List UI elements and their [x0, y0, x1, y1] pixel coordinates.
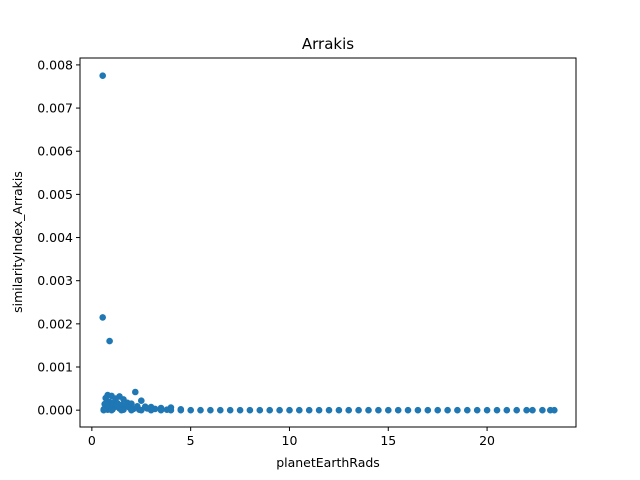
data-point	[187, 406, 194, 414]
x-tick-label: 10	[282, 433, 298, 448]
y-tick-label: 0.002	[37, 316, 73, 331]
x-tick-label: 15	[380, 433, 396, 448]
y-tick-label: 0.006	[37, 144, 73, 159]
data-point	[434, 406, 442, 414]
data-point	[99, 314, 106, 321]
x-tick-label: 5	[187, 433, 195, 448]
data-point	[444, 406, 451, 414]
data-point	[177, 406, 185, 414]
x-tick-label: 0	[88, 433, 96, 448]
data-point	[157, 406, 165, 414]
data-point	[385, 406, 392, 414]
data-point	[167, 406, 175, 414]
data-point	[207, 406, 214, 414]
y-axis-label: similarityIndex_Arrakis	[10, 171, 25, 313]
data-point	[197, 406, 204, 414]
data-point	[118, 406, 125, 414]
data-point	[325, 406, 333, 414]
x-axis-ticks: 0 5 10 15 20	[88, 427, 495, 448]
data-point	[108, 406, 115, 414]
data-point	[138, 397, 145, 405]
data-point	[276, 406, 283, 414]
data-point	[132, 388, 139, 396]
data-point	[226, 406, 234, 414]
data-point	[513, 406, 520, 414]
chart-title: Arrakis	[302, 35, 354, 53]
data-point	[106, 337, 113, 345]
data-point	[335, 406, 343, 414]
data-point	[217, 406, 224, 414]
data-point	[551, 406, 558, 414]
y-tick-label: 0.003	[37, 273, 73, 288]
data-point	[483, 406, 491, 414]
data-point	[493, 406, 501, 414]
data-point	[454, 406, 461, 414]
x-axis-label: planetEarthRads	[276, 455, 380, 470]
y-tick-label: 0.001	[37, 360, 73, 375]
data-point	[100, 406, 107, 414]
data-point	[539, 406, 546, 414]
data-point	[138, 406, 145, 414]
y-tick-label: 0.008	[37, 57, 73, 72]
plot-frame	[79, 57, 577, 428]
data-point	[394, 406, 402, 414]
data-point	[345, 406, 353, 414]
y-tick-label: 0.005	[37, 187, 73, 202]
data-point	[266, 406, 274, 414]
data-point	[246, 406, 254, 414]
data-point	[473, 406, 481, 414]
data-point	[503, 406, 511, 414]
y-tick-label: 0.007	[37, 101, 73, 116]
data-point	[296, 406, 303, 414]
data-point	[99, 72, 106, 79]
data-point	[147, 406, 155, 414]
data-point	[529, 406, 536, 414]
data-point	[464, 406, 471, 414]
data-point	[315, 406, 323, 414]
data-point	[286, 406, 293, 414]
data-point	[128, 406, 135, 414]
data-point	[256, 406, 264, 414]
data-point	[236, 406, 244, 414]
data-point	[414, 406, 422, 414]
data-point	[404, 406, 412, 414]
data-point	[365, 406, 372, 414]
y-tick-label: 0.000	[37, 403, 73, 418]
data-point	[305, 406, 313, 414]
data-point	[424, 406, 432, 414]
data-point	[375, 406, 382, 414]
y-axis-ticks: 0.000 0.001 0.002 0.003 0.004 0.005 0.006 0.007…	[37, 57, 80, 418]
x-tick-label: 20	[479, 433, 495, 448]
y-tick-label: 0.004	[37, 230, 73, 245]
point-layer	[99, 72, 558, 414]
data-point	[523, 406, 530, 414]
data-point	[355, 406, 362, 414]
